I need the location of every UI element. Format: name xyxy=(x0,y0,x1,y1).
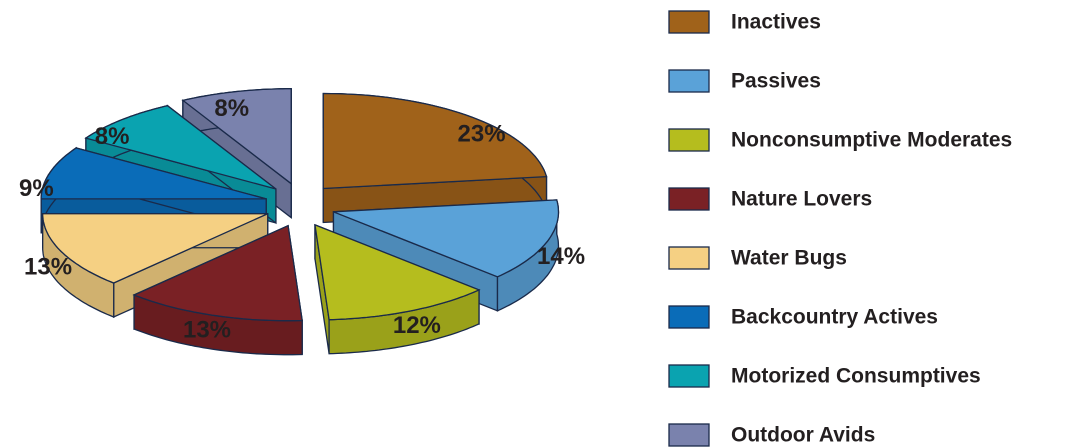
value-label: 9% xyxy=(19,175,54,202)
value-label: 12% xyxy=(393,312,441,339)
slice xyxy=(332,199,560,312)
value-label: 13% xyxy=(24,253,72,280)
slice-top xyxy=(333,199,560,278)
legend-swatch xyxy=(668,246,710,270)
slice-top xyxy=(322,92,548,190)
legend-swatch xyxy=(668,128,710,152)
legend-label: Motorized Consumptives xyxy=(731,365,981,388)
slice xyxy=(314,223,481,355)
legend-swatch xyxy=(668,364,710,388)
legend-label: Outdoor Avids xyxy=(731,424,875,447)
legend-label: Backcountry Actives xyxy=(731,306,938,329)
legend-swatch xyxy=(668,187,710,211)
slice-top xyxy=(181,88,292,186)
legend-label: Passives xyxy=(731,70,821,93)
slice xyxy=(132,224,303,356)
slice-top xyxy=(42,213,268,284)
legend-swatch xyxy=(668,423,710,447)
legend-swatch xyxy=(668,69,710,93)
value-label: 13% xyxy=(183,316,231,343)
legend-label: Nature Lovers xyxy=(731,188,872,211)
value-label: 8% xyxy=(95,123,130,150)
slice-top xyxy=(314,223,481,321)
legend-label: Inactives xyxy=(731,11,821,34)
value-label: 14% xyxy=(537,243,585,270)
slice-top xyxy=(132,224,303,322)
legend-label: Nonconsumptive Moderates xyxy=(731,129,1012,152)
slice-top xyxy=(40,147,267,200)
slice-top xyxy=(84,104,277,190)
legend-swatch xyxy=(668,10,710,34)
value-label: 23% xyxy=(458,120,506,147)
legend-swatch xyxy=(668,305,710,329)
value-label: 8% xyxy=(214,95,249,122)
legend-label: Water Bugs xyxy=(731,247,847,270)
